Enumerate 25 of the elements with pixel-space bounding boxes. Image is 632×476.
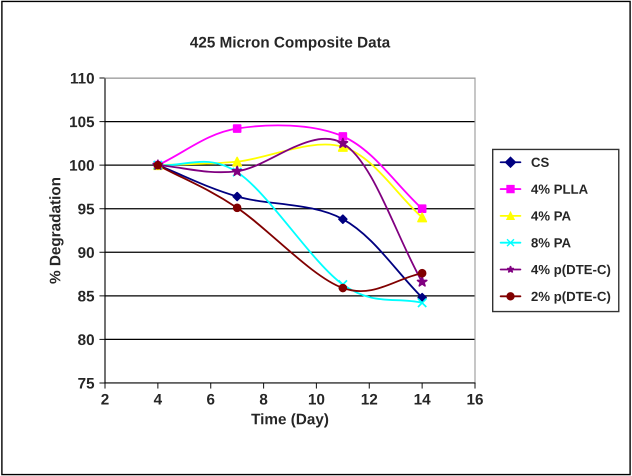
legend-label: 4% p(DTE-C) — [531, 264, 610, 277]
x-axis-title: Time (Day) — [251, 413, 328, 428]
legend-label: 8% PA — [531, 238, 571, 248]
x-tick-label: 12 — [362, 394, 378, 404]
y-tick-label: 100 — [70, 160, 94, 171]
y-tick-label: 95 — [78, 204, 94, 214]
legend-label: 4% PLLA — [531, 184, 588, 194]
x-tick-label: 6 — [207, 394, 214, 405]
legend-label: 2% p(DTE-C) — [531, 291, 610, 304]
chart-title: 425 Micron Composite Data — [190, 36, 390, 51]
x-tick-label: 8 — [260, 394, 268, 405]
y-axis-title: % Degradation — [49, 178, 64, 284]
y-tick-label: 85 — [78, 290, 94, 302]
x-tick-label: 16 — [467, 394, 483, 405]
x-tick-label: 4 — [154, 394, 162, 404]
y-tick-label: 90 — [78, 247, 94, 258]
y-tick-label: 75 — [78, 378, 94, 389]
y-tick-label: 80 — [78, 334, 94, 346]
legend-label: CS — [532, 158, 549, 168]
legend-label: 4% PA — [531, 211, 571, 221]
y-tick-label: 105 — [70, 116, 94, 128]
y-tick-label: 110 — [70, 72, 94, 84]
x-tick-label: 14 — [414, 394, 431, 404]
x-tick-label: 2 — [101, 394, 109, 404]
x-tick-label: 10 — [308, 394, 324, 405]
